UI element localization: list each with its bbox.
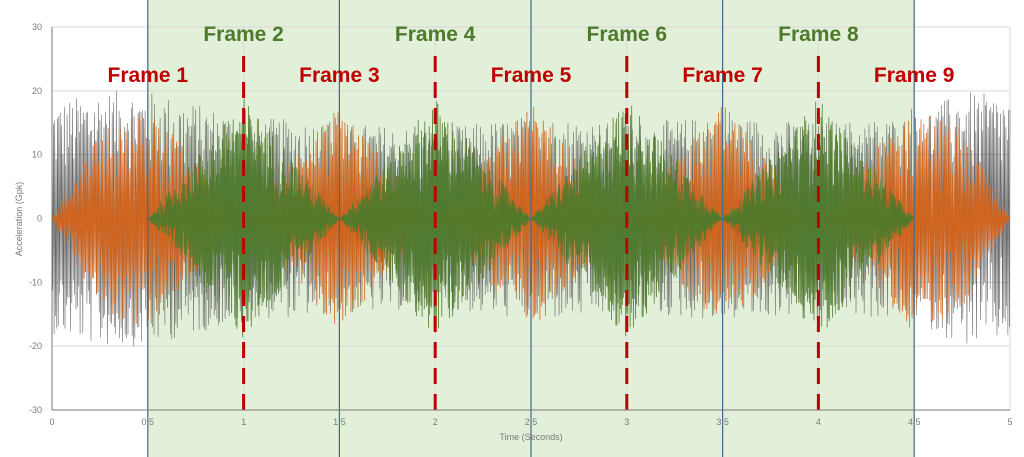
y-tick-label: 0 bbox=[37, 214, 42, 224]
x-tick-label: 3.5 bbox=[716, 417, 729, 427]
frame-labels: Frame 1 Frame 2 Frame 3 Frame 4 Frame 5 Frame… bbox=[108, 23, 955, 87]
x-axis-title: Time (Seconds) bbox=[499, 432, 562, 442]
axes: 30 20 10 0 -10 -20 -30 0 0.5 1 1.5 2 2.5 3 3.5 4 4.5 5 bbox=[29, 22, 1013, 427]
frame-label-4: Frame 4 bbox=[395, 23, 476, 46]
frame-label-5: Frame 5 bbox=[491, 64, 572, 87]
y-tick-label: 10 bbox=[32, 150, 42, 160]
frame-label-9: Frame 9 bbox=[874, 64, 955, 87]
x-tick-label: 1 bbox=[241, 417, 246, 427]
frame-label-3: Frame 3 bbox=[299, 64, 380, 87]
x-tick-label: 4.5 bbox=[908, 417, 921, 427]
y-tick-label: -30 bbox=[29, 405, 42, 415]
y-tick-label: -10 bbox=[29, 277, 42, 287]
x-tick-label: 5 bbox=[1007, 417, 1012, 427]
frame-label-2: Frame 2 bbox=[203, 23, 284, 46]
frame-label-1: Frame 1 bbox=[108, 64, 189, 87]
frame-label-6: Frame 6 bbox=[587, 23, 668, 46]
frame-boundaries bbox=[147, 0, 915, 457]
x-tick-label: 1.5 bbox=[333, 417, 346, 427]
frame-label-7: Frame 7 bbox=[682, 64, 763, 87]
x-tick-label: 2.5 bbox=[525, 417, 538, 427]
x-tick-label: 2 bbox=[433, 417, 438, 427]
x-tick-label: 4 bbox=[816, 417, 821, 427]
x-tick-label: 3 bbox=[624, 417, 629, 427]
x-tick-label: 0.5 bbox=[142, 417, 155, 427]
y-axis-title: Acceleration (Gpk) bbox=[14, 182, 24, 257]
frame-label-8: Frame 8 bbox=[778, 23, 859, 46]
y-tick-label: 30 bbox=[32, 22, 42, 32]
frame-dividers bbox=[242, 56, 820, 410]
x-tick-label: 0 bbox=[49, 417, 54, 427]
y-tick-label: -20 bbox=[29, 341, 42, 351]
y-tick-label: 20 bbox=[32, 86, 42, 96]
